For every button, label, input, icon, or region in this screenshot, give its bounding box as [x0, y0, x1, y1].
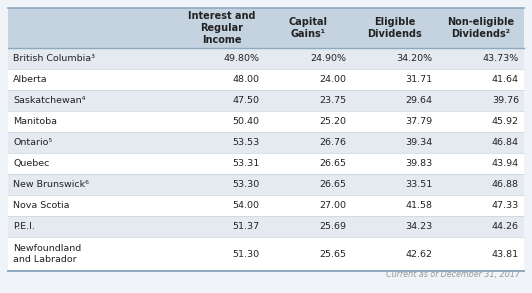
Text: 45.92: 45.92	[492, 117, 519, 126]
Text: 50.40: 50.40	[232, 117, 260, 126]
Text: 39.34: 39.34	[405, 138, 433, 147]
Text: 26.65: 26.65	[319, 180, 346, 189]
Text: 46.84: 46.84	[492, 138, 519, 147]
Text: Ontario⁵: Ontario⁵	[13, 138, 52, 147]
Text: 47.33: 47.33	[492, 201, 519, 210]
Text: 24.00: 24.00	[319, 75, 346, 84]
Text: Nova Scotia: Nova Scotia	[13, 201, 70, 210]
Bar	[8, 8, 524, 48]
Text: 25.69: 25.69	[319, 222, 346, 231]
Bar	[8, 90, 524, 111]
Bar	[8, 216, 524, 237]
Text: 37.79: 37.79	[405, 117, 433, 126]
Text: 43.73%: 43.73%	[483, 54, 519, 63]
Text: Interest and
Regular
Income: Interest and Regular Income	[188, 11, 255, 45]
Text: 41.64: 41.64	[492, 75, 519, 84]
Text: 34.23: 34.23	[405, 222, 433, 231]
Text: P.E.I.: P.E.I.	[13, 222, 35, 231]
Text: 27.00: 27.00	[319, 201, 346, 210]
Text: Quebec: Quebec	[13, 159, 49, 168]
Text: Saskatchewan⁴: Saskatchewan⁴	[13, 96, 85, 105]
Text: 31.71: 31.71	[405, 75, 433, 84]
Text: 39.76: 39.76	[492, 96, 519, 105]
Bar	[8, 174, 524, 195]
Text: Alberta: Alberta	[13, 75, 48, 84]
Text: 47.50: 47.50	[232, 96, 260, 105]
Text: 33.51: 33.51	[405, 180, 433, 189]
Text: 54.00: 54.00	[232, 201, 260, 210]
Text: 51.37: 51.37	[232, 222, 260, 231]
Text: 29.64: 29.64	[405, 96, 433, 105]
Text: 41.58: 41.58	[405, 201, 433, 210]
Text: 39.83: 39.83	[405, 159, 433, 168]
Text: 24.90%: 24.90%	[310, 54, 346, 63]
Text: 25.20: 25.20	[319, 117, 346, 126]
Bar	[8, 132, 524, 153]
Text: 49.80%: 49.80%	[224, 54, 260, 63]
Text: Eligible
Dividends: Eligible Dividends	[367, 17, 422, 39]
Text: 53.31: 53.31	[232, 159, 260, 168]
Text: Capital
Gains¹: Capital Gains¹	[288, 17, 327, 39]
Bar	[8, 153, 524, 174]
Text: 51.30: 51.30	[232, 250, 260, 259]
Text: 53.53: 53.53	[232, 138, 260, 147]
Text: 46.88: 46.88	[492, 180, 519, 189]
Bar	[8, 237, 524, 271]
Text: Non-eligible
Dividends²: Non-eligible Dividends²	[447, 17, 514, 39]
Text: 44.26: 44.26	[492, 222, 519, 231]
Text: Current as of December 31, 2017: Current as of December 31, 2017	[386, 270, 520, 279]
Text: Manitoba: Manitoba	[13, 117, 57, 126]
Text: 43.81: 43.81	[492, 250, 519, 259]
Bar	[8, 195, 524, 216]
Text: 26.76: 26.76	[319, 138, 346, 147]
Text: 23.75: 23.75	[319, 96, 346, 105]
Bar	[8, 48, 524, 69]
Text: 42.62: 42.62	[405, 250, 433, 259]
Text: New Brunswick⁶: New Brunswick⁶	[13, 180, 89, 189]
Text: British Columbia³: British Columbia³	[13, 54, 95, 63]
Text: 48.00: 48.00	[232, 75, 260, 84]
Bar	[8, 111, 524, 132]
Bar	[8, 69, 524, 90]
Text: 43.94: 43.94	[492, 159, 519, 168]
Text: 34.20%: 34.20%	[396, 54, 433, 63]
Text: Newfoundland
and Labrador: Newfoundland and Labrador	[13, 244, 81, 264]
Text: 25.65: 25.65	[319, 250, 346, 259]
Text: 53.30: 53.30	[232, 180, 260, 189]
Text: 26.65: 26.65	[319, 159, 346, 168]
